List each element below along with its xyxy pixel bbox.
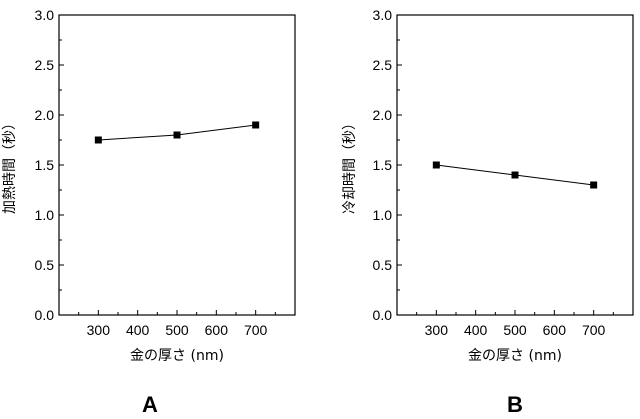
chart-panel-b: 0.0 0.5 1.0 1.5 2.0 2.5 3.0 300 400 500 600 700 金の厚さ… bbox=[342, 7, 633, 417]
data-point bbox=[512, 172, 519, 179]
y-tick-label: 2.5 bbox=[373, 57, 393, 73]
x-tick-label: 700 bbox=[244, 322, 268, 338]
panel-label: A bbox=[142, 392, 158, 417]
y-tick-label: 3.0 bbox=[35, 7, 55, 23]
y-tick-label: 2.0 bbox=[373, 107, 393, 123]
x-tick-label: 500 bbox=[503, 322, 527, 338]
x-tick-label: 300 bbox=[425, 322, 449, 338]
y-tick-label: 2.5 bbox=[35, 57, 55, 73]
data-point bbox=[590, 182, 597, 189]
data-point bbox=[433, 162, 440, 169]
y-tick-label: 0.5 bbox=[373, 257, 393, 273]
x-tick-label: 500 bbox=[165, 322, 189, 338]
x-tick-label: 400 bbox=[126, 322, 150, 338]
y-tick-label: 0.0 bbox=[35, 307, 55, 323]
y-tick-label: 1.0 bbox=[373, 207, 393, 223]
plot-frame bbox=[59, 15, 295, 315]
y-tick-label: 0.5 bbox=[35, 257, 55, 273]
y-tick-label: 0.0 bbox=[373, 307, 393, 323]
y-tick-label: 1.0 bbox=[35, 207, 55, 223]
data-point bbox=[174, 132, 181, 139]
y-tick-label: 3.0 bbox=[373, 7, 393, 23]
panel-label: B bbox=[507, 392, 523, 417]
y-tick-label: 2.0 bbox=[35, 107, 55, 123]
x-tick-label: 700 bbox=[582, 322, 606, 338]
y-axis-label: 冷却時間（秒） bbox=[342, 116, 358, 214]
data-point bbox=[95, 137, 102, 144]
data-point bbox=[252, 122, 259, 129]
x-tick-label: 300 bbox=[87, 322, 111, 338]
plot-frame bbox=[397, 15, 633, 315]
x-tick-label: 600 bbox=[543, 322, 567, 338]
x-tick-label: 400 bbox=[464, 322, 488, 338]
x-axis-label: 金の厚さ (nm) bbox=[468, 348, 562, 364]
chart-panel-a: 0.0 0.5 1.0 1.5 2.0 2.5 3.0 300 400 500 600 700 金の厚さ… bbox=[2, 7, 295, 417]
y-tick-label: 1.5 bbox=[373, 157, 393, 173]
y-axis-label: 加熱時間（秒） bbox=[2, 116, 18, 214]
x-tick-label: 600 bbox=[205, 322, 229, 338]
x-axis-label: 金の厚さ (nm) bbox=[130, 348, 224, 364]
y-tick-label: 1.5 bbox=[35, 157, 55, 173]
